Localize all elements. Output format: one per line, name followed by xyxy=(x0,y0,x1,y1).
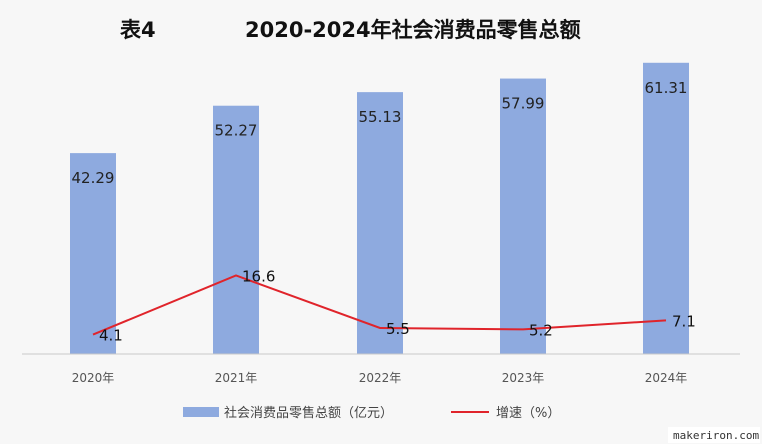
watermark-bg xyxy=(668,427,760,443)
x-tick-label-4: 2024年 xyxy=(645,371,688,385)
bar-4 xyxy=(643,62,689,355)
line-value-label-2: 5.5 xyxy=(386,320,410,338)
x-tick-label-3: 2023年 xyxy=(502,371,545,385)
legend-label-line: 增速（%） xyxy=(496,406,560,421)
line-value-label-1: 16.6 xyxy=(242,267,275,285)
chart-title: 2020-2024年社会消费品零售总额 xyxy=(245,18,581,42)
bar-0 xyxy=(70,153,116,354)
bar-value-label-1: 52.27 xyxy=(215,122,258,140)
x-tick-label-0: 2020年 xyxy=(72,371,115,385)
x-tick-label-1: 2021年 xyxy=(215,371,258,385)
line-value-label-3: 5.2 xyxy=(529,321,553,339)
chart-title-prefix: 表4 xyxy=(120,18,156,42)
legend: 社会消费品零售总额（亿元） 增速（%） xyxy=(183,405,560,421)
line-value-label-0: 4.1 xyxy=(99,327,123,345)
line-series: 4.1 16.6 5.5 5.2 7.1 xyxy=(92,267,696,345)
x-tick-label-2: 2022年 xyxy=(359,371,402,385)
growth-line xyxy=(92,274,667,336)
bar-value-label-3: 57.99 xyxy=(502,95,545,113)
legend-label-bar: 社会消费品零售总额（亿元） xyxy=(224,405,393,421)
legend-swatch-bar xyxy=(183,407,219,417)
bar-3 xyxy=(500,78,546,355)
line-value-label-4: 7.1 xyxy=(672,312,696,330)
bar-value-label-0: 42.29 xyxy=(72,169,115,187)
bar-series: 42.29 52.27 55.13 57.99 61.31 xyxy=(70,62,689,355)
bar-value-label-2: 55.13 xyxy=(359,108,402,126)
bar-1 xyxy=(213,105,259,354)
bar-2 xyxy=(357,92,403,354)
bar-value-label-4: 61.31 xyxy=(645,79,688,97)
x-tick-labels: 2020年 2021年 2022年 2023年 2024年 xyxy=(72,371,688,385)
watermark: makeriron.com xyxy=(673,429,759,442)
